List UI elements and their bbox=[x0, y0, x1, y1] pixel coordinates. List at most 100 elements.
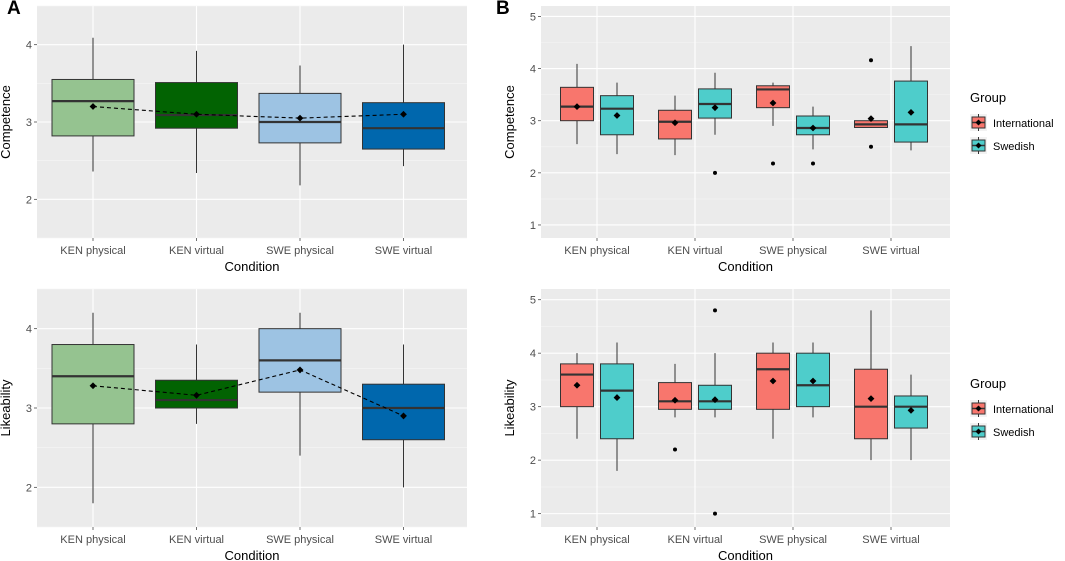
box-ken-physical bbox=[51, 37, 135, 172]
box-ken-virtual bbox=[155, 50, 238, 174]
mean-point bbox=[769, 377, 777, 385]
box-ken-virtual-g1 bbox=[698, 72, 732, 175]
mean-point bbox=[907, 108, 915, 116]
box-iqr bbox=[658, 382, 692, 410]
x-tick-label: KEN physical bbox=[60, 534, 125, 546]
x-tick-label: SWE virtual bbox=[862, 534, 919, 546]
y-tick-label: 4 bbox=[26, 324, 32, 336]
mean-point bbox=[613, 112, 621, 119]
legend-label: International bbox=[993, 118, 1054, 130]
box-swe-physical bbox=[258, 65, 342, 186]
mean-point bbox=[867, 395, 875, 403]
y-tick-label: 2 bbox=[530, 168, 536, 180]
box-swe-physical-g0 bbox=[756, 342, 790, 439]
panel-label-b: B bbox=[496, 0, 510, 19]
mean-point bbox=[671, 396, 679, 404]
x-tick-label: KEN physical bbox=[564, 534, 629, 546]
y-tick-label: 5 bbox=[530, 295, 536, 307]
mean-point bbox=[400, 110, 407, 118]
x-axis-title: Condition bbox=[718, 548, 773, 561]
y-tick-label: 2 bbox=[26, 194, 32, 206]
mean-point bbox=[809, 377, 817, 385]
x-tick-label: SWE virtual bbox=[375, 245, 432, 257]
legend-label: Swedish bbox=[993, 141, 1035, 153]
mean-point bbox=[89, 382, 97, 390]
y-tick-label: 4 bbox=[530, 348, 536, 360]
box-ken-physical-g1 bbox=[600, 342, 634, 471]
mean-point bbox=[867, 115, 875, 123]
chart-a-likeability: 2 3 4 KEN physical KEN virtual SWE physical SW… bbox=[0, 288, 467, 561]
y-tick-label: 1 bbox=[530, 509, 536, 521]
mean-point bbox=[711, 396, 719, 404]
outlier-point bbox=[673, 447, 677, 452]
legend-title: Group bbox=[970, 376, 1006, 391]
mean-line bbox=[92, 369, 404, 417]
x-tick-label: SWE physical bbox=[759, 245, 827, 257]
x-axis-title: Condition bbox=[225, 548, 280, 561]
mean-point bbox=[296, 366, 304, 374]
box-iqr bbox=[51, 78, 135, 137]
x-tick-label: KEN virtual bbox=[667, 534, 722, 546]
legend-key-mean bbox=[975, 405, 982, 412]
x-tick-label: KEN virtual bbox=[169, 534, 224, 546]
x-axis-title: Condition bbox=[718, 259, 773, 274]
y-tick-label: 4 bbox=[26, 40, 32, 52]
box-swe-physical-g0 bbox=[756, 82, 790, 166]
mean-point bbox=[193, 391, 200, 399]
outlier-point bbox=[713, 308, 717, 313]
box-iqr bbox=[854, 368, 888, 440]
outlier-point bbox=[869, 58, 873, 63]
legend-title: Group bbox=[970, 90, 1006, 105]
y-tick-label: 3 bbox=[26, 403, 32, 415]
x-axis-title: Condition bbox=[225, 259, 280, 274]
mean-point bbox=[193, 110, 200, 118]
mean-point bbox=[296, 114, 304, 122]
outlier-point bbox=[869, 144, 873, 149]
mean-point bbox=[907, 407, 915, 414]
outlier-point bbox=[771, 161, 775, 166]
legend: Group International Swedish bbox=[970, 90, 1054, 154]
box-iqr bbox=[600, 363, 634, 440]
y-tick-label: 2 bbox=[530, 455, 536, 467]
y-tick-label: 3 bbox=[530, 402, 536, 414]
legend-key-mean bbox=[975, 428, 982, 435]
y-axis-title: Competence bbox=[0, 85, 13, 159]
mean-point bbox=[573, 103, 581, 111]
y-axis-title: Competence bbox=[502, 85, 517, 159]
mean-point bbox=[671, 119, 679, 127]
legend-label: International bbox=[993, 404, 1054, 416]
legend: Group International Swedish bbox=[970, 376, 1054, 440]
legend-label: Swedish bbox=[993, 427, 1035, 439]
mean-point bbox=[89, 103, 97, 110]
y-tick-label: 1 bbox=[530, 220, 536, 232]
legend-key-mean bbox=[975, 142, 982, 149]
mean-point bbox=[711, 104, 719, 112]
box-ken-virtual-g0 bbox=[658, 95, 692, 156]
outlier-point bbox=[713, 170, 717, 175]
chart-a-competence: 2 3 4 KEN physical KEN virtual SWE physical SW… bbox=[0, 5, 467, 274]
chart-b-competence: 1 2 3 4 5 KEN physical KEN virtual SWE physical… bbox=[502, 6, 1054, 274]
x-tick-label: KEN physical bbox=[564, 245, 629, 257]
box-ken-virtual-g1 bbox=[698, 308, 732, 516]
mean-point bbox=[400, 412, 407, 420]
x-tick-label: SWE physical bbox=[759, 534, 827, 546]
box-iqr bbox=[756, 85, 790, 109]
y-tick-label: 3 bbox=[530, 116, 536, 128]
box-iqr bbox=[362, 102, 445, 150]
y-axis-title: Likeability bbox=[502, 379, 517, 437]
mean-point bbox=[769, 99, 777, 107]
panel-label-a: A bbox=[7, 0, 21, 19]
y-tick-label: 3 bbox=[26, 117, 32, 129]
box-iqr bbox=[362, 383, 445, 441]
box-swe-virtual-g0 bbox=[854, 310, 888, 461]
x-tick-label: KEN physical bbox=[60, 245, 125, 257]
y-tick-label: 4 bbox=[530, 64, 536, 76]
x-tick-label: SWE virtual bbox=[862, 245, 919, 257]
box-swe-virtual bbox=[362, 44, 445, 167]
box-swe-virtual bbox=[362, 344, 445, 488]
x-tick-label: SWE physical bbox=[266, 245, 334, 257]
x-tick-label: SWE physical bbox=[266, 534, 334, 546]
x-tick-label: KEN virtual bbox=[169, 245, 224, 257]
y-tick-label: 5 bbox=[530, 11, 536, 23]
